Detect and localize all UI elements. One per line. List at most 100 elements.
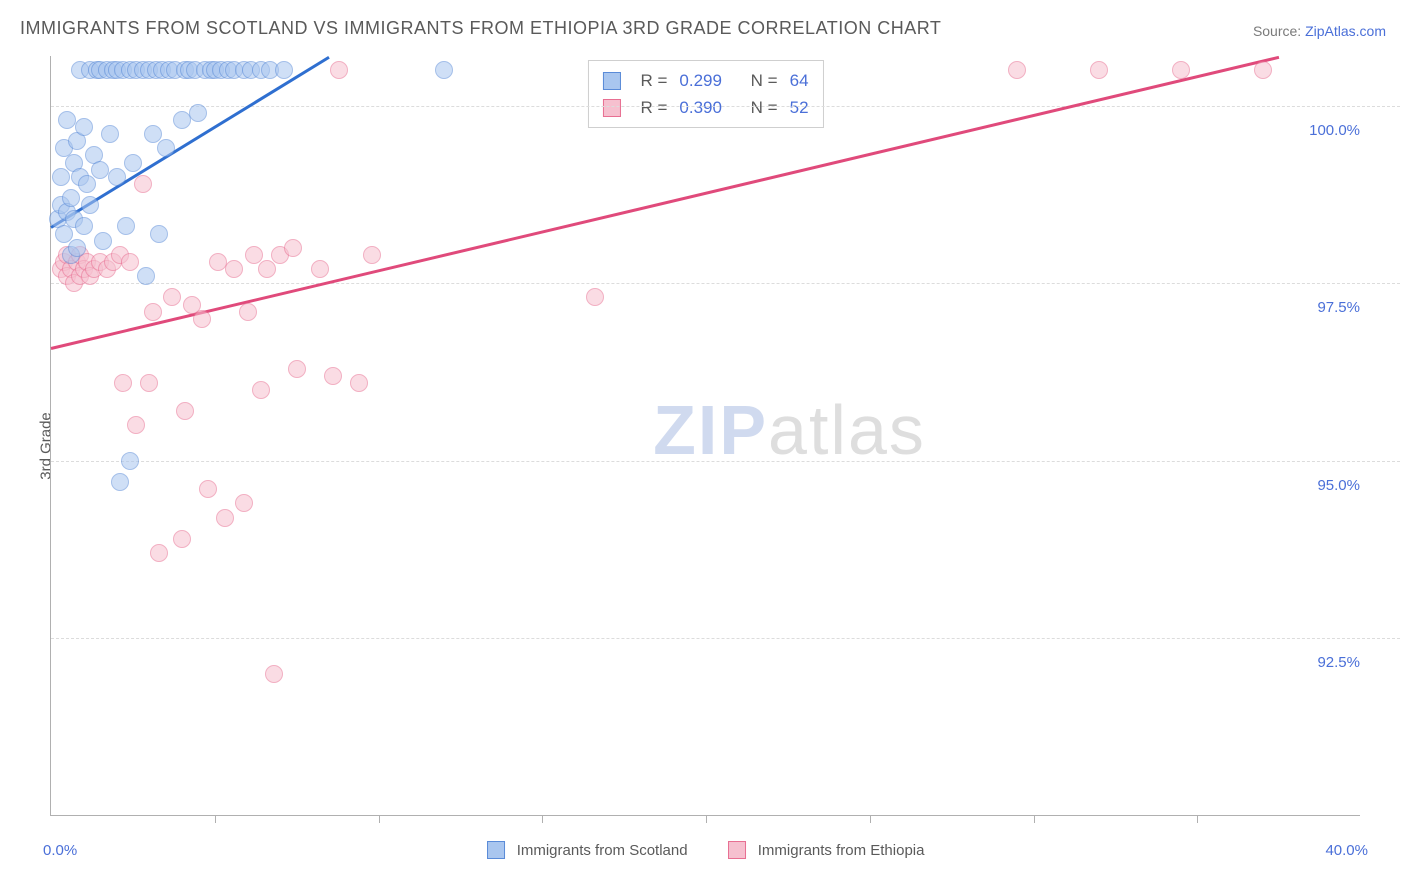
data-point-scotland: [124, 154, 142, 172]
legend-row-ethiopia: R = 0.390 N = 52: [602, 94, 808, 121]
x-tick: [706, 815, 707, 823]
r-label: R =: [640, 67, 667, 94]
data-point-ethiopia: [265, 665, 283, 683]
data-point-ethiopia: [324, 367, 342, 385]
n-label: N =: [751, 94, 778, 121]
data-point-scotland: [75, 217, 93, 235]
data-point-scotland: [108, 168, 126, 186]
r-label: R =: [640, 94, 667, 121]
chart-title: IMMIGRANTS FROM SCOTLAND VS IMMIGRANTS F…: [20, 18, 941, 39]
grid-line: [51, 461, 1400, 462]
data-point-scotland: [157, 139, 175, 157]
grid-line: [51, 638, 1400, 639]
x-tick: [1197, 815, 1198, 823]
data-point-ethiopia: [586, 288, 604, 306]
data-point-scotland: [81, 196, 99, 214]
data-point-ethiopia: [252, 381, 270, 399]
x-tick: [1034, 815, 1035, 823]
data-point-scotland: [121, 452, 139, 470]
legend-row-scotland: R = 0.299 N = 64: [602, 67, 808, 94]
legend-label-ethiopia: Immigrants from Ethiopia: [758, 842, 925, 859]
data-point-scotland: [58, 111, 76, 129]
watermark-zip: ZIP: [653, 391, 768, 469]
data-point-ethiopia: [121, 253, 139, 271]
data-point-scotland: [144, 125, 162, 143]
grid-line: [51, 106, 1400, 107]
chart-source: Source: ZipAtlas.com: [1253, 23, 1386, 39]
data-point-scotland: [52, 168, 70, 186]
series-legend: Immigrants from Scotland Immigrants from…: [487, 841, 925, 859]
data-point-ethiopia: [288, 360, 306, 378]
source-value: ZipAtlas.com: [1305, 23, 1386, 39]
n-value-scotland: 64: [790, 67, 809, 94]
data-point-scotland: [275, 61, 293, 79]
data-point-ethiopia: [150, 544, 168, 562]
data-point-ethiopia: [1008, 61, 1026, 79]
swatch-scotland: [487, 841, 505, 859]
data-point-scotland: [94, 232, 112, 250]
data-point-scotland: [189, 104, 207, 122]
x-min-label: 0.0%: [43, 842, 77, 859]
data-point-scotland: [111, 473, 129, 491]
x-tick: [215, 815, 216, 823]
data-point-ethiopia: [1090, 61, 1108, 79]
swatch-scotland: [602, 72, 620, 90]
data-point-scotland: [435, 61, 453, 79]
data-point-scotland: [78, 175, 96, 193]
data-point-ethiopia: [350, 374, 368, 392]
data-point-ethiopia: [127, 416, 145, 434]
data-point-ethiopia: [114, 374, 132, 392]
swatch-ethiopia: [728, 841, 746, 859]
data-point-ethiopia: [245, 246, 263, 264]
chart-header: IMMIGRANTS FROM SCOTLAND VS IMMIGRANTS F…: [20, 18, 1386, 39]
data-point-ethiopia: [225, 260, 243, 278]
y-tick-label: 92.5%: [1315, 654, 1362, 671]
legend-label-scotland: Immigrants from Scotland: [517, 842, 688, 859]
data-point-ethiopia: [284, 239, 302, 257]
correlation-legend: R = 0.299 N = 64 R = 0.390 N = 52: [587, 60, 823, 128]
data-point-ethiopia: [258, 260, 276, 278]
data-point-ethiopia: [330, 61, 348, 79]
r-value-scotland: 0.299: [679, 67, 722, 94]
data-point-ethiopia: [173, 530, 191, 548]
data-point-scotland: [101, 125, 119, 143]
y-tick-label: 97.5%: [1315, 299, 1362, 316]
n-value-ethiopia: 52: [790, 94, 809, 121]
source-label: Source:: [1253, 23, 1301, 39]
grid-line: [51, 283, 1400, 284]
data-point-ethiopia: [140, 374, 158, 392]
data-point-ethiopia: [199, 480, 217, 498]
data-point-ethiopia: [216, 509, 234, 527]
data-point-ethiopia: [235, 494, 253, 512]
y-tick-label: 95.0%: [1315, 477, 1362, 494]
x-tick: [379, 815, 380, 823]
swatch-ethiopia: [602, 99, 620, 117]
data-point-ethiopia: [163, 288, 181, 306]
watermark-atlas: atlas: [768, 391, 926, 469]
data-point-ethiopia: [1172, 61, 1190, 79]
data-point-ethiopia: [1254, 61, 1272, 79]
data-point-ethiopia: [134, 175, 152, 193]
data-point-ethiopia: [239, 303, 257, 321]
x-tick: [542, 815, 543, 823]
legend-item-scotland: Immigrants from Scotland: [487, 841, 688, 859]
data-point-ethiopia: [144, 303, 162, 321]
data-point-ethiopia: [193, 310, 211, 328]
data-point-ethiopia: [176, 402, 194, 420]
watermark: ZIPatlas: [653, 390, 926, 470]
n-label: N =: [751, 67, 778, 94]
data-point-scotland: [137, 267, 155, 285]
data-point-scotland: [62, 189, 80, 207]
data-point-ethiopia: [209, 253, 227, 271]
data-point-scotland: [117, 217, 135, 235]
data-point-scotland: [75, 118, 93, 136]
data-point-scotland: [173, 111, 191, 129]
x-max-label: 40.0%: [1325, 842, 1368, 859]
y-tick-label: 100.0%: [1307, 122, 1362, 139]
scatter-plot: ZIPatlas R = 0.299 N = 64 R = 0.390 N = …: [50, 56, 1360, 816]
data-point-ethiopia: [363, 246, 381, 264]
legend-item-ethiopia: Immigrants from Ethiopia: [728, 841, 925, 859]
r-value-ethiopia: 0.390: [679, 94, 722, 121]
data-point-ethiopia: [311, 260, 329, 278]
data-point-scotland: [68, 239, 86, 257]
